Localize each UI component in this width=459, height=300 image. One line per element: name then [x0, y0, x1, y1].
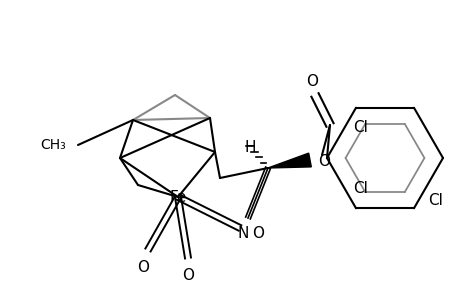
Text: O: O: [317, 154, 329, 169]
Polygon shape: [268, 153, 311, 168]
Text: O: O: [305, 74, 317, 88]
Text: O: O: [182, 268, 194, 284]
Text: Fe: Fe: [169, 190, 186, 205]
Text: H: H: [244, 140, 255, 155]
Text: O: O: [252, 226, 263, 241]
Text: Cl: Cl: [428, 193, 442, 208]
Text: N: N: [237, 226, 248, 242]
Text: Cl: Cl: [353, 120, 368, 135]
Text: Cl: Cl: [353, 181, 368, 196]
Text: CH₃: CH₃: [40, 138, 66, 152]
Text: O: O: [137, 260, 149, 275]
